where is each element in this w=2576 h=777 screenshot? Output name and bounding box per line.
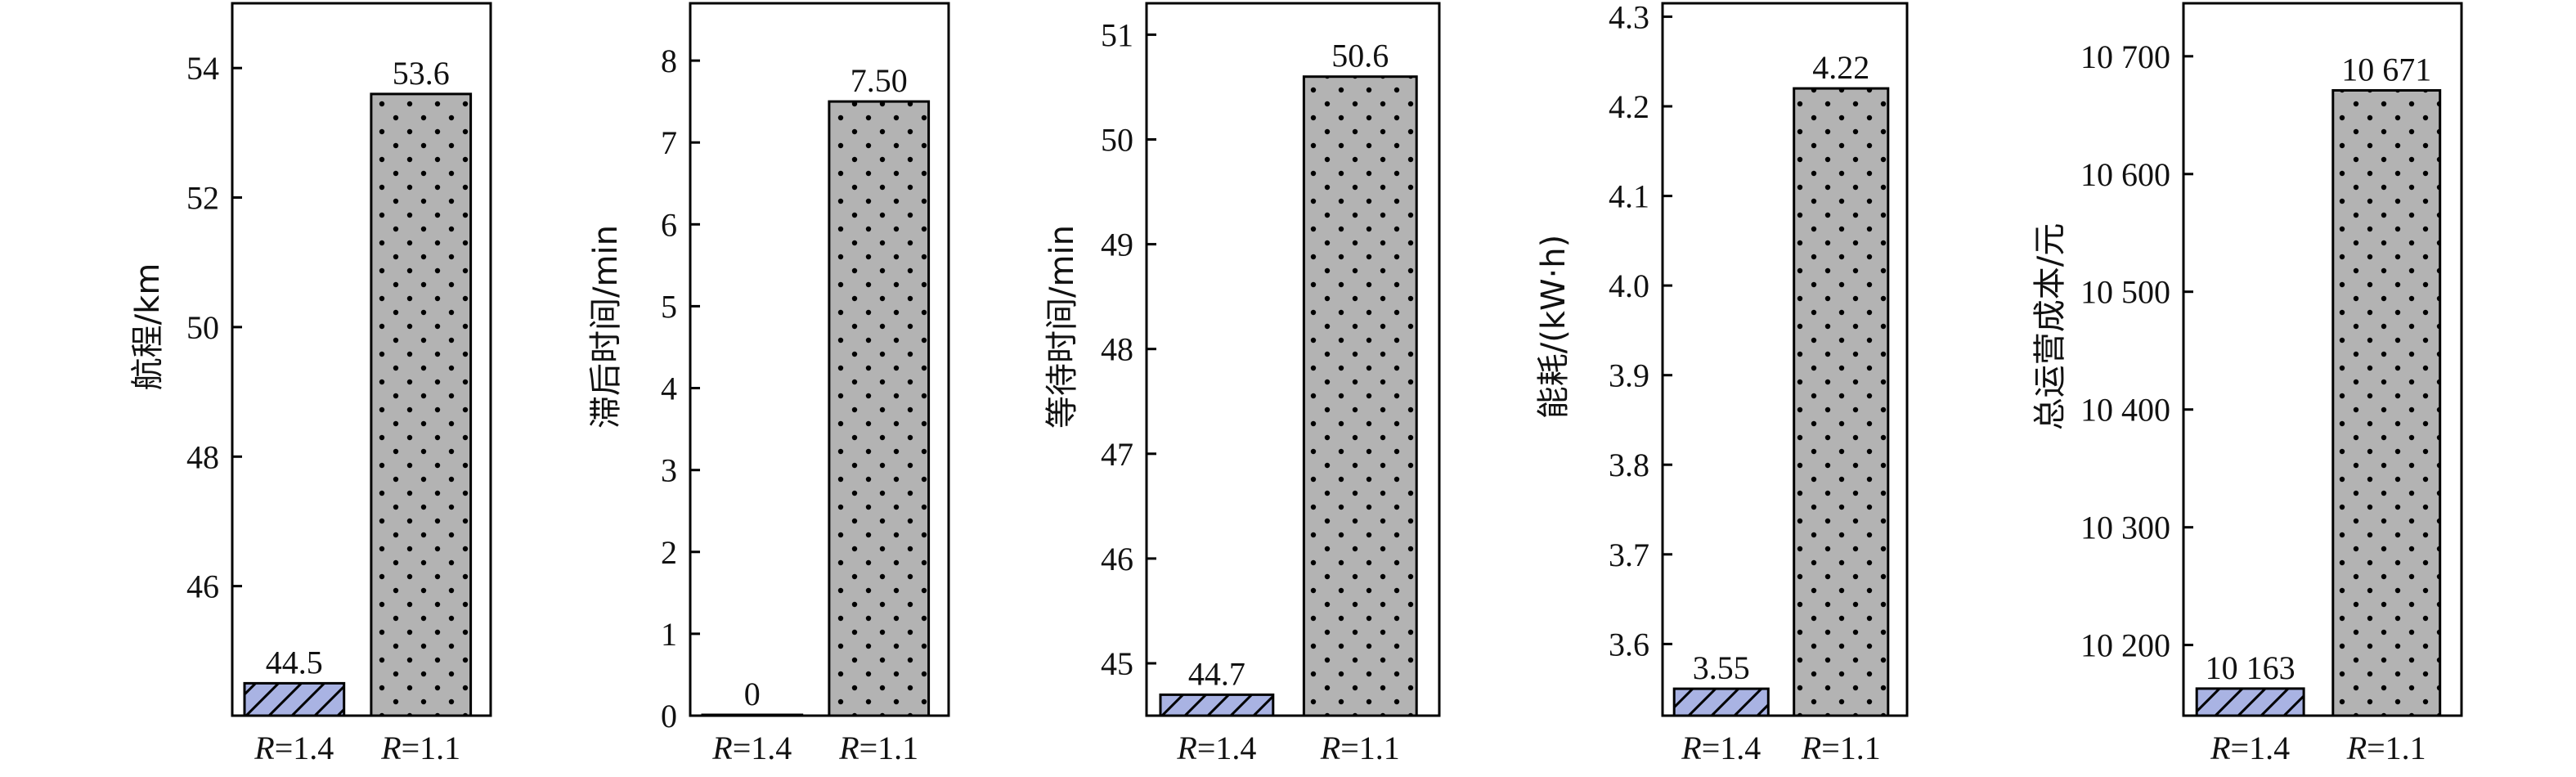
- chart3-value-label-2: 50.6: [1331, 38, 1389, 74]
- chart5-ytick-label-4: 10 500: [2080, 274, 2170, 311]
- chart2-ytick-label-8: 7: [661, 124, 677, 161]
- chart2-ytick-label-4: 3: [661, 452, 677, 489]
- chart2-ytick-label-2: 1: [661, 616, 677, 653]
- chart2-value-label-2: 7.50: [850, 62, 908, 99]
- chart4-ytick-label-8: 4.3: [1609, 0, 1649, 35]
- chart1-ytick-label-3: 50: [186, 309, 219, 346]
- chart5-ylabel: 总运营成本/元: [2031, 223, 2069, 430]
- chart4-bar-2: [1793, 87, 1890, 717]
- chart4-category-label-2: R=1.1: [1801, 730, 1881, 766]
- chart1-value-label-1: 44.5: [266, 644, 323, 680]
- chart5-ytick-label-3: 10 400: [2080, 392, 2170, 429]
- chart3-ylabel: 等待时间/min: [1043, 225, 1081, 429]
- chart1-ytick-label-1: 46: [186, 568, 219, 605]
- chart4-ytick-label-7: 4.2: [1609, 88, 1649, 125]
- chart3-ytick-label-6: 50: [1101, 122, 1133, 159]
- chart4-ytick-label-1: 3.6: [1609, 626, 1649, 662]
- chart3-value-label-1: 44.7: [1188, 655, 1245, 692]
- chart1-frame: [231, 2, 492, 717]
- chart1-ylabel: 航程/km: [129, 263, 167, 391]
- chart2-ytick-label-3: 2: [661, 534, 677, 571]
- chart2-ytick-label-7: 6: [661, 206, 677, 243]
- chart4-ytick-label-2: 3.7: [1609, 537, 1649, 573]
- chart5-frame: [2182, 2, 2463, 717]
- chart2-ytick-label-1: 0: [661, 698, 677, 734]
- chart3-category-label-1: R=1.4: [1176, 730, 1256, 766]
- chart4-ytick-label-4: 3.9: [1609, 357, 1649, 394]
- chart2-ytick-label-9: 8: [661, 43, 677, 79]
- chart4-bar-1: [1672, 687, 1770, 717]
- chart5-bar-2: [2331, 89, 2442, 717]
- chart5-value-label-1: 10 163: [2206, 649, 2296, 686]
- chart3-bar-1: [1159, 693, 1275, 717]
- chart2-bar-2: [828, 100, 931, 717]
- chart5-ytick-label-5: 10 600: [2080, 156, 2170, 193]
- chart3-category-label-2: R=1.1: [1320, 730, 1400, 766]
- chart3-bar-2: [1302, 75, 1418, 717]
- chart4-ytick-label-3: 3.8: [1609, 447, 1649, 483]
- chart3-ytick-label-2: 46: [1101, 541, 1133, 577]
- chart4-ytick-label-5: 4.0: [1609, 267, 1649, 304]
- chart2-ytick-label-6: 5: [661, 288, 677, 325]
- chart1-bar-1: [243, 681, 346, 717]
- chart3-ytick-label-5: 49: [1101, 227, 1133, 263]
- chart1-ytick-label-2: 48: [186, 438, 219, 475]
- chart4-ytick-label-6: 4.1: [1609, 178, 1649, 215]
- chart3-ytick-label-4: 48: [1101, 331, 1133, 368]
- chart2-category-label-1: R=1.4: [711, 730, 792, 766]
- chart1-category-label-1: R=1.4: [254, 730, 334, 766]
- chart1-ytick-label-4: 52: [186, 180, 219, 217]
- chart1-value-label-2: 53.6: [393, 55, 450, 92]
- chart2-frame: [689, 2, 950, 717]
- chart3-ytick-label-1: 45: [1101, 645, 1133, 682]
- chart5-ytick-label-6: 10 700: [2080, 38, 2170, 75]
- chart5-bar-1: [2195, 687, 2305, 717]
- chart3-ytick-label-7: 51: [1101, 16, 1133, 53]
- chart5-ytick-label-1: 10 200: [2080, 627, 2170, 664]
- chart2-value-label-1: 0: [744, 676, 761, 712]
- chart5-category-label-2: R=1.1: [2346, 730, 2426, 766]
- chart4-frame: [1661, 2, 1909, 717]
- chart5-category-label-1: R=1.4: [2210, 730, 2290, 766]
- chart1-ytick-label-5: 54: [186, 50, 219, 87]
- chart4-value-label-2: 4.22: [1812, 49, 1869, 86]
- chart4-category-label-1: R=1.4: [1681, 730, 1761, 766]
- chart3-ytick-label-3: 47: [1101, 436, 1133, 473]
- chart1-bar-2: [370, 92, 473, 717]
- chart5-value-label-2: 10 671: [2341, 52, 2431, 88]
- chart2-ytick-label-5: 4: [661, 371, 677, 407]
- chart2-category-label-2: R=1.1: [838, 730, 918, 766]
- chart3-frame: [1145, 2, 1441, 717]
- chart4-value-label-1: 3.55: [1693, 649, 1750, 686]
- chart1-category-label-2: R=1.1: [380, 730, 460, 766]
- chart5-ytick-label-2: 10 300: [2080, 510, 2170, 546]
- chart2-ylabel: 滞后时间/min: [587, 225, 625, 429]
- chart4-ylabel: 能耗/(kW·h): [1535, 235, 1573, 419]
